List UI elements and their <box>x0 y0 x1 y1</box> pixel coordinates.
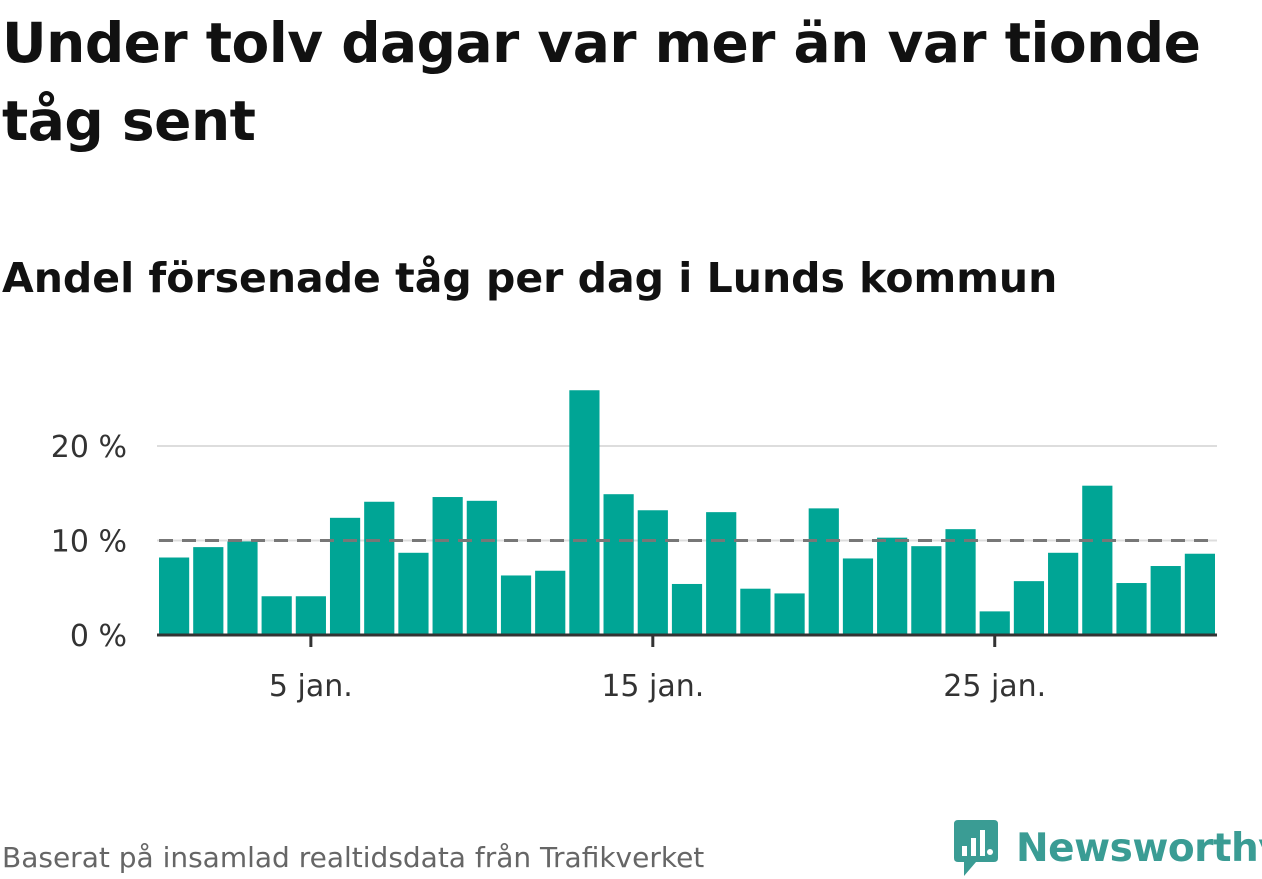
x-tick-label: 25 jan. <box>943 669 1046 704</box>
x-tick-label: 15 jan. <box>601 669 704 704</box>
bar <box>329 517 361 635</box>
bar-chart: 0 % 10 % 20 % 5 jan. 15 jan. 25 jan. <box>51 390 1217 704</box>
bar <box>500 575 532 635</box>
bar <box>979 611 1010 635</box>
newsworthy-logo-icon <box>954 820 998 876</box>
bar <box>637 510 668 635</box>
bar <box>842 558 874 635</box>
y-tick-label: 10 % <box>51 525 127 560</box>
bar <box>1048 552 1079 635</box>
chart-title: Under tolv dagar var mer än var tionde t… <box>2 11 1201 153</box>
bar <box>1082 485 1113 635</box>
bar <box>193 547 224 635</box>
x-tick-label: 5 jan. <box>269 669 353 704</box>
bar <box>466 500 497 635</box>
bar <box>398 552 429 635</box>
bar <box>1013 581 1045 635</box>
bar <box>706 512 737 635</box>
logo-text: Newsworthy <box>1016 825 1262 871</box>
bar <box>1184 553 1215 635</box>
y-tick-label: 20 % <box>51 430 127 465</box>
y-tick-label: 0 % <box>70 619 127 654</box>
source-note: Baserat på insamlad realtidsdata från Tr… <box>2 841 705 874</box>
bar <box>911 546 942 635</box>
bar <box>1150 566 1181 635</box>
bar <box>261 596 292 635</box>
bar <box>159 557 190 635</box>
bar <box>535 570 566 635</box>
bar <box>671 583 703 635</box>
bar <box>295 596 326 635</box>
bar <box>432 497 463 635</box>
newsworthy-logo: Newsworthy <box>950 818 1262 878</box>
chart-subtitle: Andel försenade tåg per dag i Lunds komm… <box>2 254 1058 302</box>
bars <box>159 390 1215 635</box>
bar <box>569 390 600 635</box>
bar <box>945 529 976 635</box>
gridlines <box>157 445 1217 542</box>
bar <box>1116 583 1147 635</box>
bar <box>877 537 908 635</box>
bar <box>364 501 395 635</box>
bar <box>603 494 634 635</box>
bar <box>740 588 771 635</box>
bar <box>808 508 839 635</box>
axes: 0 % 10 % 20 % 5 jan. 15 jan. 25 jan. <box>51 430 1217 704</box>
bar <box>774 593 805 635</box>
bar <box>227 541 258 635</box>
